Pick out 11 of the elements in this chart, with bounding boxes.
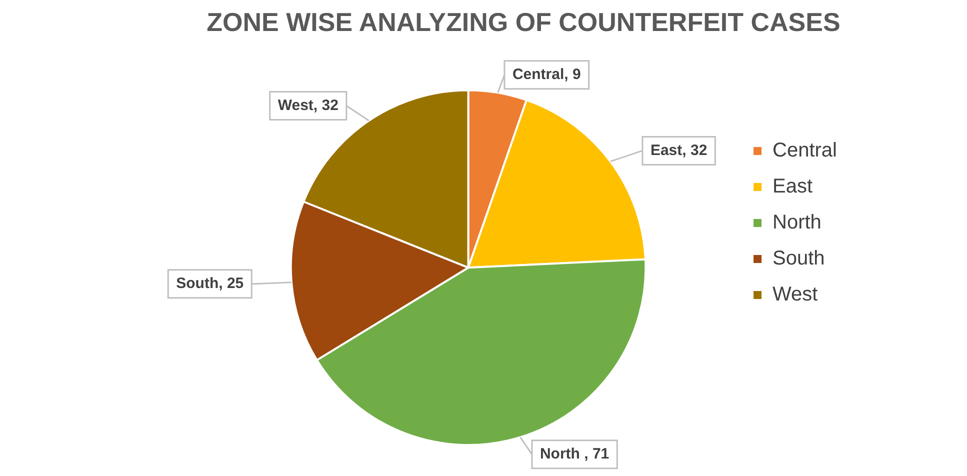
legend-label: Central — [772, 140, 838, 162]
data-label: South, 25 — [176, 275, 244, 292]
data-label: North , 71 — [540, 446, 610, 463]
chart-title: ZONE WISE ANALYZING OF COUNTERFEIT CASES — [206, 6, 840, 37]
data-label: Central, 9 — [512, 66, 581, 84]
data-label: East, 32 — [650, 142, 708, 159]
legend-label: East — [772, 176, 813, 198]
legend-label: North — [772, 212, 822, 234]
legend-label: South — [772, 248, 825, 270]
data-label: West, 32 — [278, 96, 338, 114]
legend-label: West — [772, 284, 818, 306]
